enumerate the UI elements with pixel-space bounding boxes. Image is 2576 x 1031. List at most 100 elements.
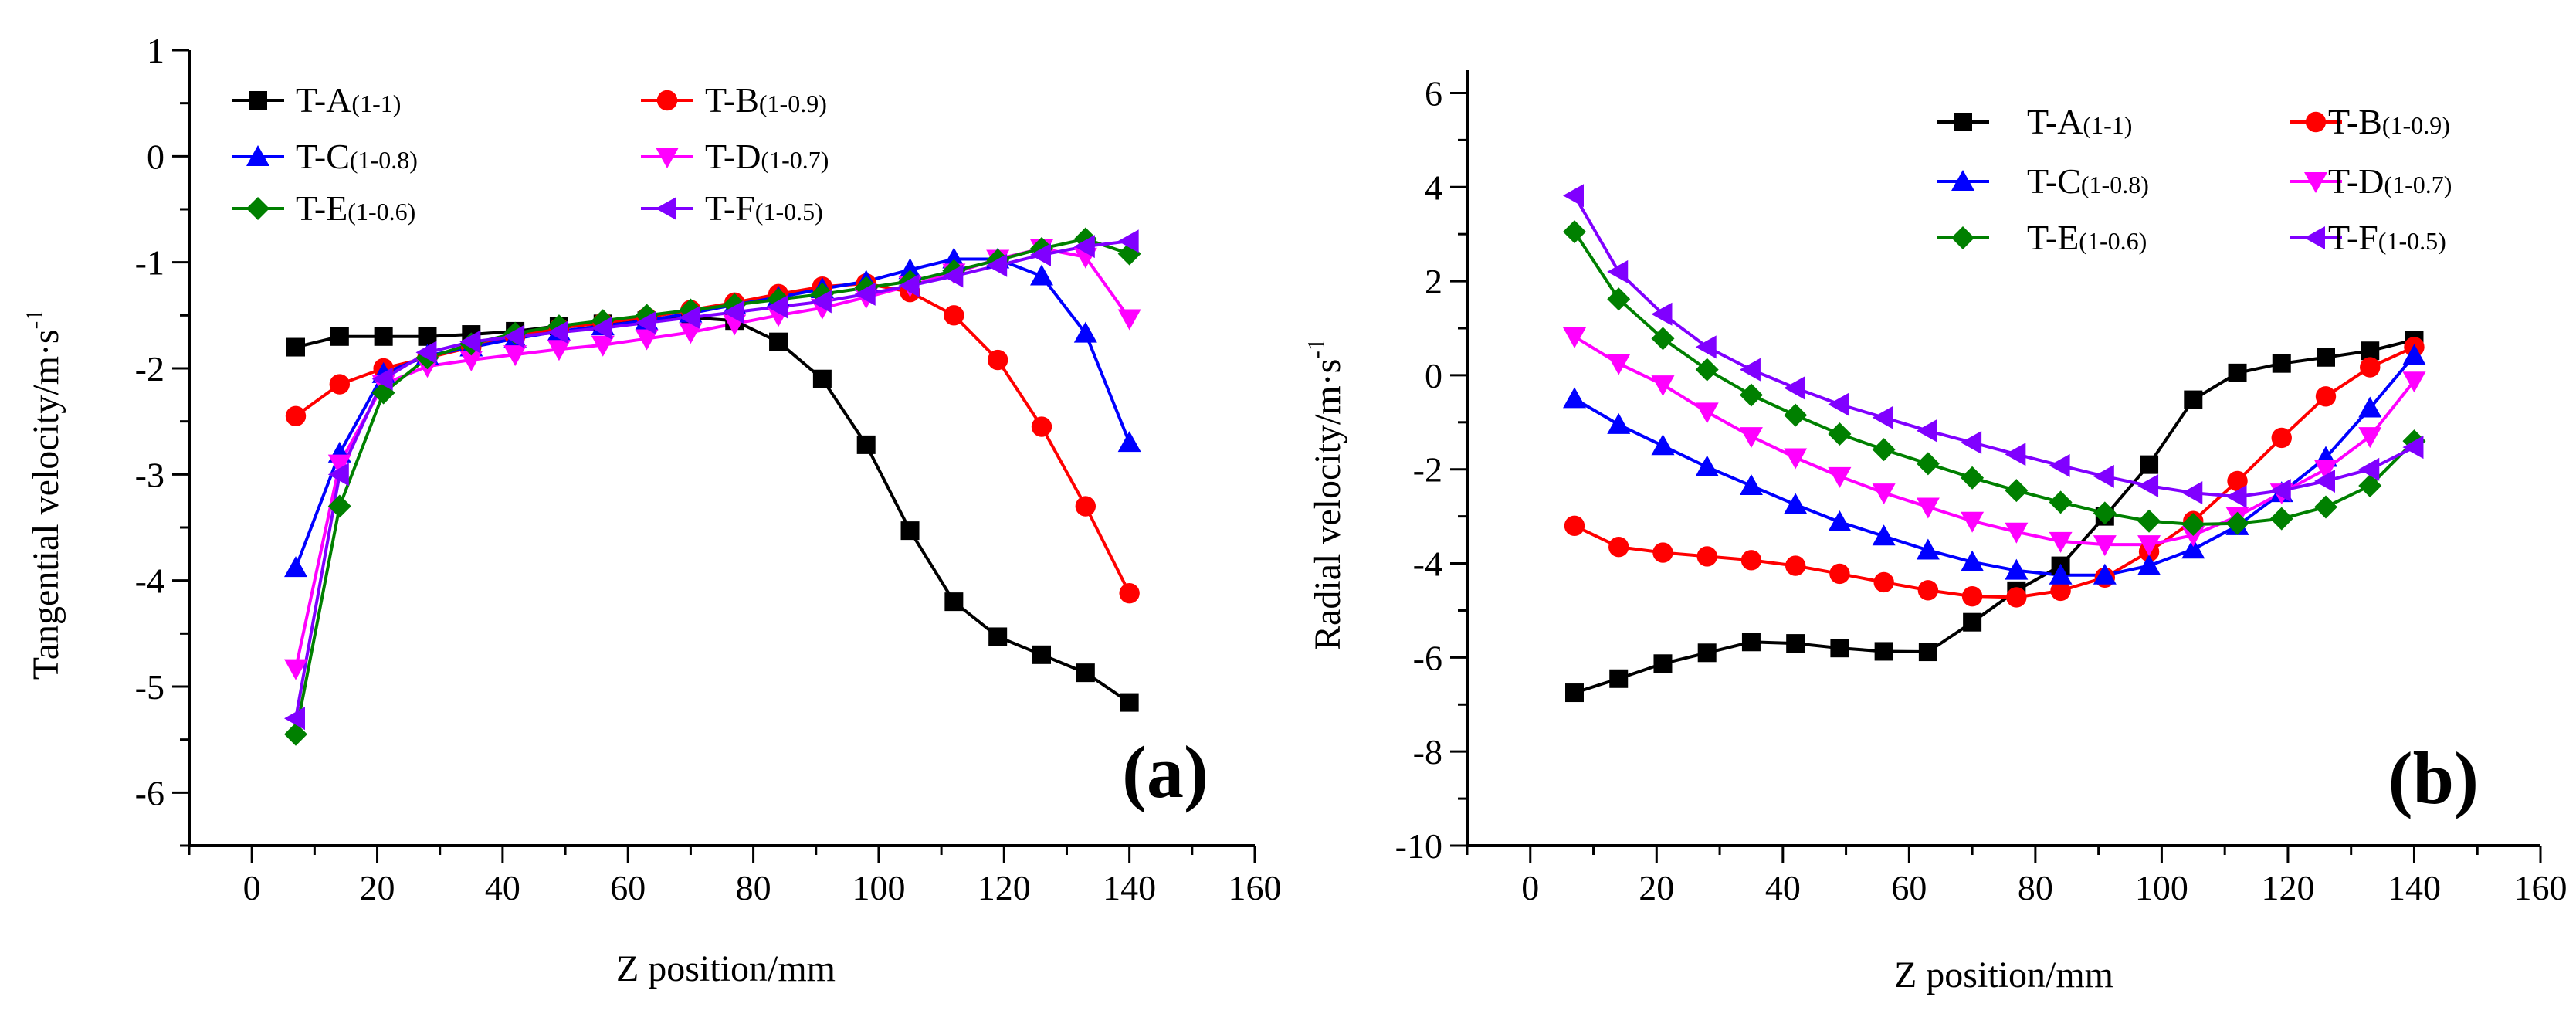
data-point-T-E [1695,358,1719,382]
data-point-T-D [1784,448,1808,470]
y-tick-label: -6 [1413,638,1442,677]
data-point-T-A [1076,663,1095,683]
legend-marker [2304,226,2325,249]
data-point-T-D [2137,535,2161,557]
y-tick-label: -10 [1395,826,1442,866]
data-point-T-A [1697,643,1717,663]
legend-marker [2304,172,2327,193]
data-point-T-E [327,494,351,518]
data-point-T-F [547,320,568,344]
y-tick-label: -5 [135,667,164,707]
legend-label-sub: (1-0.9) [2382,111,2450,139]
data-point-T-F [1651,302,1673,326]
legend-item-T-A: T-A(1-1) [1937,102,2132,141]
data-point-T-F [898,273,920,297]
data-point-T-B [1740,550,1762,571]
data-point-T-B [329,374,351,395]
data-point-T-A [1609,669,1629,688]
data-point-T-D [1117,309,1141,331]
data-point-T-B [2360,357,2381,378]
data-point-T-D [1961,511,1985,533]
data-point-T-B [1873,571,1894,593]
y-axis-title-text: Radial velocity/m·s [1307,359,1348,650]
legend-label-name: T-D [705,137,761,176]
data-point-T-B [2315,386,2337,407]
data-point-T-D [503,345,527,367]
series-line-T-C [1573,354,2416,577]
data-point-T-D [2358,427,2382,449]
data-point-T-C [1030,264,1053,286]
data-point-T-A [286,337,305,357]
legend-label-sub: (1-0.8) [2081,171,2149,198]
legend-label: T-D(1-0.7) [705,137,829,176]
legend-label-sub: (1-0.6) [347,198,415,226]
data-point-T-A [2361,341,2380,361]
data-point-T-C [898,258,922,280]
legend-label: T-A(1-1) [2027,102,2132,141]
data-point-T-D [1563,327,1586,348]
data-point-T-E [2049,490,2073,514]
data-point-T-E [2181,512,2205,536]
data-point-T-F [1117,229,1139,253]
data-point-T-F [1828,392,1849,416]
data-point-T-F [1695,335,1717,359]
x-tick-label: 120 [978,868,1031,907]
legend-marker [246,197,269,220]
data-point-T-A [2184,390,2203,409]
data-point-T-C [1117,431,1141,453]
legend-label-sub: (1-0.7) [2384,171,2452,198]
y-tick-label: -6 [135,773,164,812]
data-point-T-B [1785,555,1806,576]
legend-label: T-B(1-0.9) [705,80,827,120]
data-point-T-A [2140,455,2159,474]
data-point-T-D [679,323,703,344]
data-point-T-F [942,264,964,288]
data-point-T-F [2314,469,2335,493]
legend-item-T-B: T-B(1-0.9) [2290,102,2450,141]
data-point-T-F [2225,485,2247,509]
legend-label-sub: (1-1) [2083,111,2132,139]
data-point-T-D [284,659,307,680]
data-point-T-B [2006,587,2027,608]
data-point-T-E [1916,452,1940,476]
data-point-T-F [1563,184,1584,208]
data-point-T-A [1830,639,1849,658]
data-point-T-E [1872,438,1896,462]
data-point-T-E [284,722,307,746]
data-point-T-F [810,290,832,314]
data-point-T-C [1916,538,1940,560]
data-point-T-B [944,305,964,326]
data-point-T-F [327,463,349,487]
data-point-T-A [1653,654,1673,673]
legend-item-T-E: T-E(1-0.6) [1937,218,2147,257]
legend-marker [2305,111,2327,133]
data-point-T-C [1073,321,1097,343]
data-point-T-F [2005,443,2026,466]
data-point-T-D [1828,466,1852,488]
data-point-T-A [1032,645,1051,664]
y-tick-label: -2 [1413,450,1442,490]
data-point-T-A [769,332,788,351]
legend-label-sub: (1-0.5) [755,198,823,226]
data-point-T-C [1828,510,1852,531]
data-point-T-F [635,310,656,334]
legend-marker [249,91,267,110]
x-tick-label: 60 [610,868,646,907]
legend-label-name: T-A [2027,102,2083,141]
data-point-T-D [2181,526,2205,547]
data-point-T-B [1031,416,1052,437]
data-point-T-E [2137,509,2161,533]
legend-item-T-C: T-C(1-0.8) [1937,161,2149,201]
legend-label-sub: (1-1) [351,90,401,117]
data-point-T-A [2228,363,2247,382]
x-tick-label: 160 [1229,868,1282,907]
data-point-T-F [459,330,481,354]
legend-item-T-F: T-F(1-0.5) [641,188,823,228]
y-tick-label: -8 [1413,732,1442,772]
y-tick-label: -4 [135,561,164,601]
data-point-T-E [2093,501,2117,525]
y-tick-label: 4 [1425,168,1442,207]
data-point-T-C [1872,524,1896,546]
y-axis-title-text: Tangential velocity/m·s [25,329,66,680]
data-point-T-D [591,335,615,357]
